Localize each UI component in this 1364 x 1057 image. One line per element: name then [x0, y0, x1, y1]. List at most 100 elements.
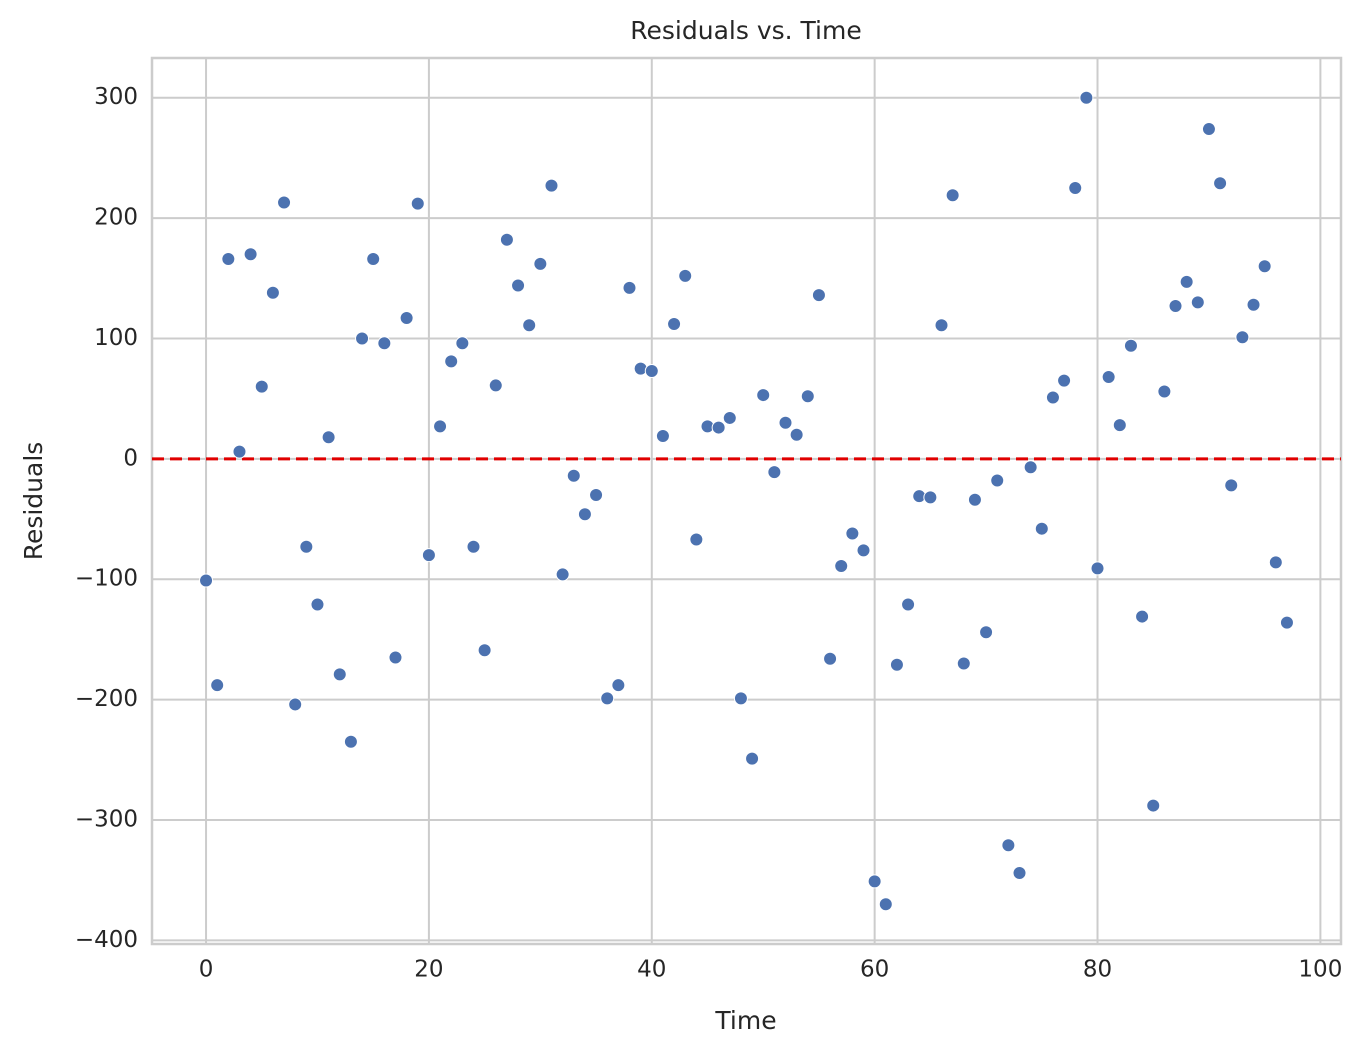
- y-tick-label: 200: [94, 205, 138, 231]
- point: [722, 410, 737, 425]
- point: [967, 492, 982, 507]
- x-tick-label: 80: [1083, 957, 1112, 983]
- point: [444, 354, 459, 369]
- point: [243, 247, 258, 262]
- point: [678, 268, 693, 283]
- point: [1224, 478, 1239, 493]
- point: [611, 678, 626, 693]
- point: [1123, 338, 1138, 353]
- point: [1246, 297, 1261, 312]
- point: [1179, 274, 1194, 289]
- point: [210, 678, 225, 693]
- point: [711, 420, 726, 435]
- point: [745, 751, 760, 766]
- point: [1112, 418, 1127, 433]
- point: [756, 388, 771, 403]
- point: [655, 428, 670, 443]
- point: [533, 256, 548, 271]
- point: [288, 697, 303, 712]
- point: [800, 389, 815, 404]
- point: [265, 285, 280, 300]
- point: [878, 897, 893, 912]
- point: [667, 317, 682, 332]
- point: [889, 657, 904, 672]
- plot-frame: [150, 56, 1343, 946]
- point: [1190, 295, 1205, 310]
- point: [1057, 373, 1072, 388]
- point: [399, 311, 414, 326]
- point: [934, 318, 949, 333]
- point: [867, 874, 882, 889]
- point: [1012, 865, 1027, 880]
- y-axis-label: Residuals: [19, 442, 48, 561]
- x-axis-label: Time: [714, 1006, 776, 1035]
- point: [332, 667, 347, 682]
- x-tick-label: 60: [860, 957, 889, 983]
- x-tick-label: 40: [637, 957, 666, 983]
- point: [1257, 259, 1272, 274]
- point: [589, 487, 604, 502]
- point: [823, 651, 838, 666]
- point: [555, 567, 570, 582]
- point: [789, 427, 804, 442]
- point: [1045, 390, 1060, 405]
- point: [979, 625, 994, 640]
- point: [733, 691, 748, 706]
- point: [1034, 521, 1049, 536]
- point: [221, 252, 236, 267]
- point: [366, 252, 381, 267]
- point: [1146, 798, 1161, 813]
- point: [1101, 370, 1116, 385]
- point: [466, 539, 481, 554]
- point: [377, 336, 392, 351]
- point: [499, 232, 514, 247]
- point: [277, 195, 292, 210]
- point: [622, 280, 637, 295]
- point: [199, 573, 214, 588]
- point: [1235, 330, 1250, 345]
- point: [1068, 181, 1083, 196]
- point: [1023, 460, 1038, 475]
- point: [1157, 384, 1172, 399]
- point: [1135, 609, 1150, 624]
- point: [232, 444, 247, 459]
- point: [433, 419, 448, 434]
- point: [1168, 298, 1183, 313]
- point: [488, 378, 503, 393]
- chart-title: Residuals vs. Time: [630, 16, 861, 45]
- point: [856, 543, 871, 558]
- point: [1279, 615, 1294, 630]
- y-tick-label: 0: [123, 445, 138, 471]
- point: [321, 430, 336, 445]
- y-tick-label: −400: [75, 927, 138, 953]
- point: [990, 473, 1005, 488]
- point: [956, 656, 971, 671]
- point: [845, 526, 860, 541]
- point: [689, 532, 704, 547]
- point: [566, 468, 581, 483]
- y-tick-label: −100: [75, 566, 138, 592]
- point: [421, 548, 436, 563]
- y-tick-label: −300: [75, 807, 138, 833]
- point: [644, 363, 659, 378]
- point: [343, 734, 358, 749]
- point: [945, 188, 960, 203]
- y-tick-label: 100: [94, 325, 138, 351]
- point: [1201, 122, 1216, 137]
- point: [1213, 176, 1228, 191]
- point: [1079, 90, 1094, 105]
- point: [511, 278, 526, 293]
- point: [254, 379, 269, 394]
- point: [600, 691, 615, 706]
- point: [811, 288, 826, 303]
- x-tick-label: 100: [1298, 957, 1342, 983]
- point: [522, 318, 537, 333]
- y-tick-label: 300: [94, 84, 138, 110]
- x-tick-label: 0: [199, 957, 214, 983]
- point: [1001, 838, 1016, 853]
- point: [834, 559, 849, 574]
- point: [778, 415, 793, 430]
- point: [767, 465, 782, 480]
- point: [310, 597, 325, 612]
- point: [410, 196, 425, 211]
